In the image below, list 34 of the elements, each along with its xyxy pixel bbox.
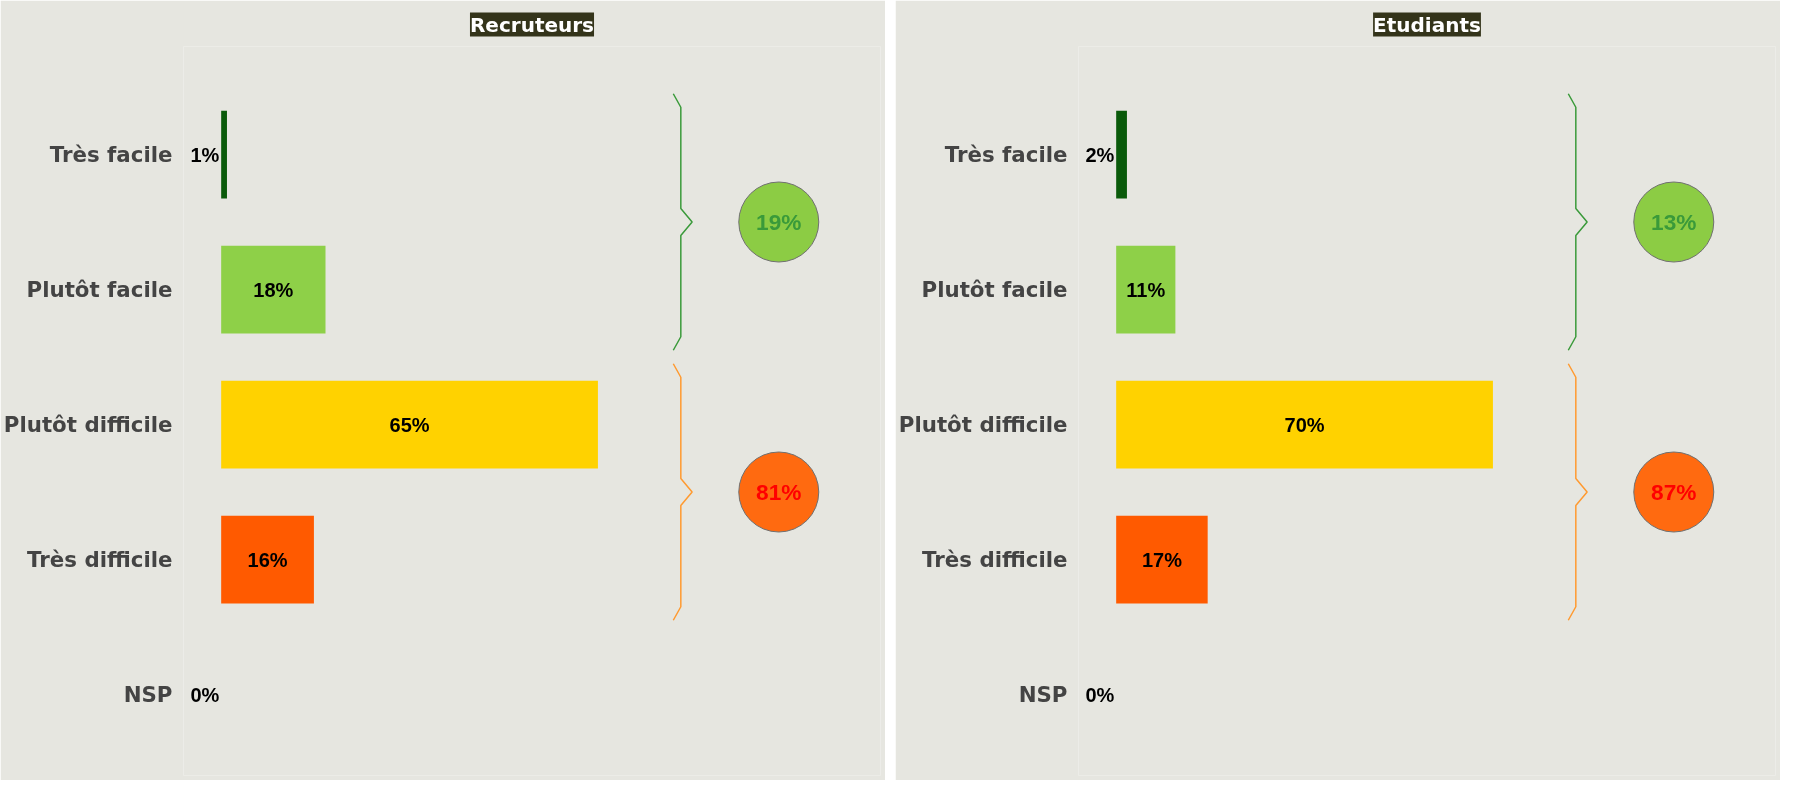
y-tick-label: Plutôt difficile — [898, 412, 1068, 437]
data-label: 0% — [190, 683, 220, 706]
bar — [1116, 380, 1493, 469]
data-label: 1% — [190, 143, 220, 166]
text: 19% — [756, 209, 802, 235]
y-tick-label: Très facile — [944, 142, 1068, 167]
data-label: 16% — [247, 548, 288, 571]
bar — [221, 245, 326, 334]
text: 87% — [1651, 479, 1697, 505]
y-tick-label: Très difficile — [27, 547, 173, 572]
data-label: 70% — [1284, 413, 1325, 436]
data-label: 65% — [389, 413, 430, 436]
y-tick-label: Plutôt difficile — [3, 412, 173, 437]
y-tick-label: Très facile — [49, 142, 173, 167]
bar — [1116, 110, 1127, 199]
y-tick-label: NSP — [123, 682, 173, 707]
data-label: 0% — [1085, 683, 1115, 706]
bar — [221, 110, 227, 199]
y-tick-label: Plutôt facile — [26, 277, 173, 302]
bar — [221, 380, 598, 469]
chart-title: Recruteurs — [469, 12, 595, 37]
data-label: 18% — [253, 278, 294, 301]
y-tick-label: Très difficile — [922, 547, 1068, 572]
chart-title: Etudiants — [1373, 12, 1481, 37]
y-tick-label: Plutôt facile — [921, 277, 1068, 302]
bar — [221, 515, 314, 604]
text: 13% — [1651, 209, 1697, 235]
y-tick-label: NSP — [1018, 682, 1068, 707]
data-label: 17% — [1141, 548, 1183, 571]
text: 81% — [756, 479, 802, 505]
data-label: 11% — [1126, 278, 1166, 301]
bar — [1116, 245, 1176, 334]
bar — [1116, 515, 1208, 604]
data-label: 2% — [1085, 143, 1115, 166]
